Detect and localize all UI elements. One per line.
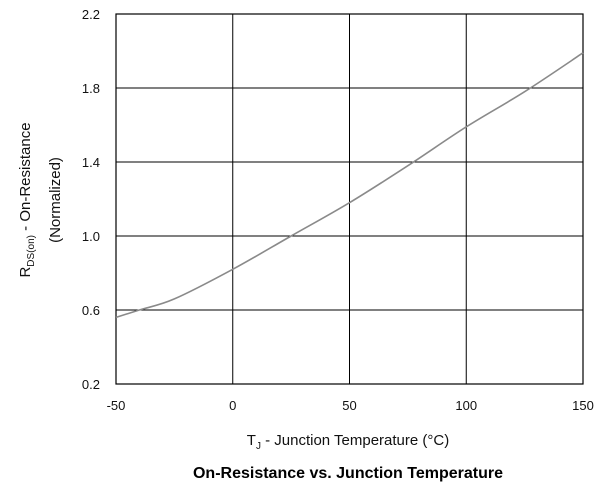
x-tick-label: 150	[572, 398, 594, 413]
grid-lines	[115, 13, 584, 385]
chart-title: On-Resistance vs. Junction Temperature	[193, 465, 503, 482]
y-tick-label: 1.4	[82, 155, 100, 170]
series-line	[115, 52, 584, 319]
y-axis-label-line2: (Normalized)	[47, 157, 64, 243]
y-tick-label: 1.8	[82, 81, 100, 96]
y-tick-label: 0.2	[82, 377, 100, 392]
y-tick-label: 1.0	[82, 229, 100, 244]
y-tick-labels: 0.2 0.6 1.0 1.4 1.8 2.2	[82, 7, 100, 392]
x-tick-label: 50	[342, 398, 356, 413]
x-tick-labels: -50 0 50 100 150	[107, 398, 594, 413]
x-tick-label: 100	[455, 398, 477, 413]
x-tick-label: -50	[107, 398, 126, 413]
y-tick-label: 2.2	[82, 7, 100, 22]
x-tick-label: 0	[229, 398, 236, 413]
plot-frame	[115, 13, 584, 385]
x-axis-label: TJ - Junction Temperature (°C)	[247, 432, 449, 452]
y-tick-label: 0.6	[82, 303, 100, 318]
svg-text:RDS(on) - On-Resistance: RDS(on) - On-Resistance	[17, 122, 37, 277]
y-axis-label: RDS(on) - On-Resistance (Normalized)	[17, 122, 64, 277]
